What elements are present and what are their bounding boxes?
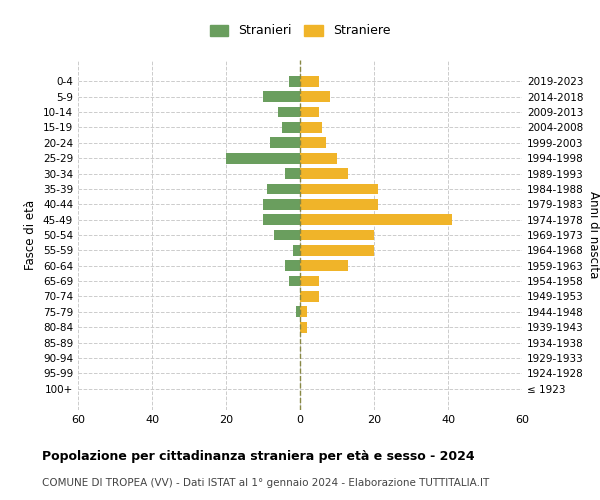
Bar	[289, 76, 300, 86]
Bar	[226, 153, 300, 164]
Bar	[300, 106, 319, 118]
Bar	[300, 122, 322, 133]
Bar	[271, 138, 300, 148]
Bar	[266, 184, 300, 194]
Bar	[285, 168, 300, 179]
Bar	[300, 92, 329, 102]
Bar	[300, 168, 348, 179]
Text: COMUNE DI TROPEA (VV) - Dati ISTAT al 1° gennaio 2024 - Elaborazione TUTTITALIA.: COMUNE DI TROPEA (VV) - Dati ISTAT al 1°…	[42, 478, 489, 488]
Bar	[300, 214, 452, 225]
Bar	[300, 306, 307, 317]
Bar	[300, 199, 378, 209]
Bar	[263, 199, 300, 209]
Y-axis label: Anni di nascita: Anni di nascita	[587, 192, 600, 278]
Bar	[300, 76, 319, 86]
Bar	[300, 153, 337, 164]
Bar	[263, 214, 300, 225]
Bar	[263, 92, 300, 102]
Bar	[278, 106, 300, 118]
Bar	[300, 245, 374, 256]
Legend: Stranieri, Straniere: Stranieri, Straniere	[206, 20, 394, 42]
Bar	[296, 306, 300, 317]
Bar	[281, 122, 300, 133]
Bar	[285, 260, 300, 271]
Bar	[274, 230, 300, 240]
Bar	[289, 276, 300, 286]
Bar	[300, 322, 307, 332]
Text: Popolazione per cittadinanza straniera per età e sesso - 2024: Popolazione per cittadinanza straniera p…	[42, 450, 475, 463]
Bar	[300, 184, 378, 194]
Bar	[300, 138, 326, 148]
Bar	[293, 245, 300, 256]
Bar	[300, 276, 319, 286]
Bar	[300, 260, 348, 271]
Y-axis label: Fasce di età: Fasce di età	[25, 200, 37, 270]
Bar	[300, 230, 374, 240]
Bar	[300, 291, 319, 302]
